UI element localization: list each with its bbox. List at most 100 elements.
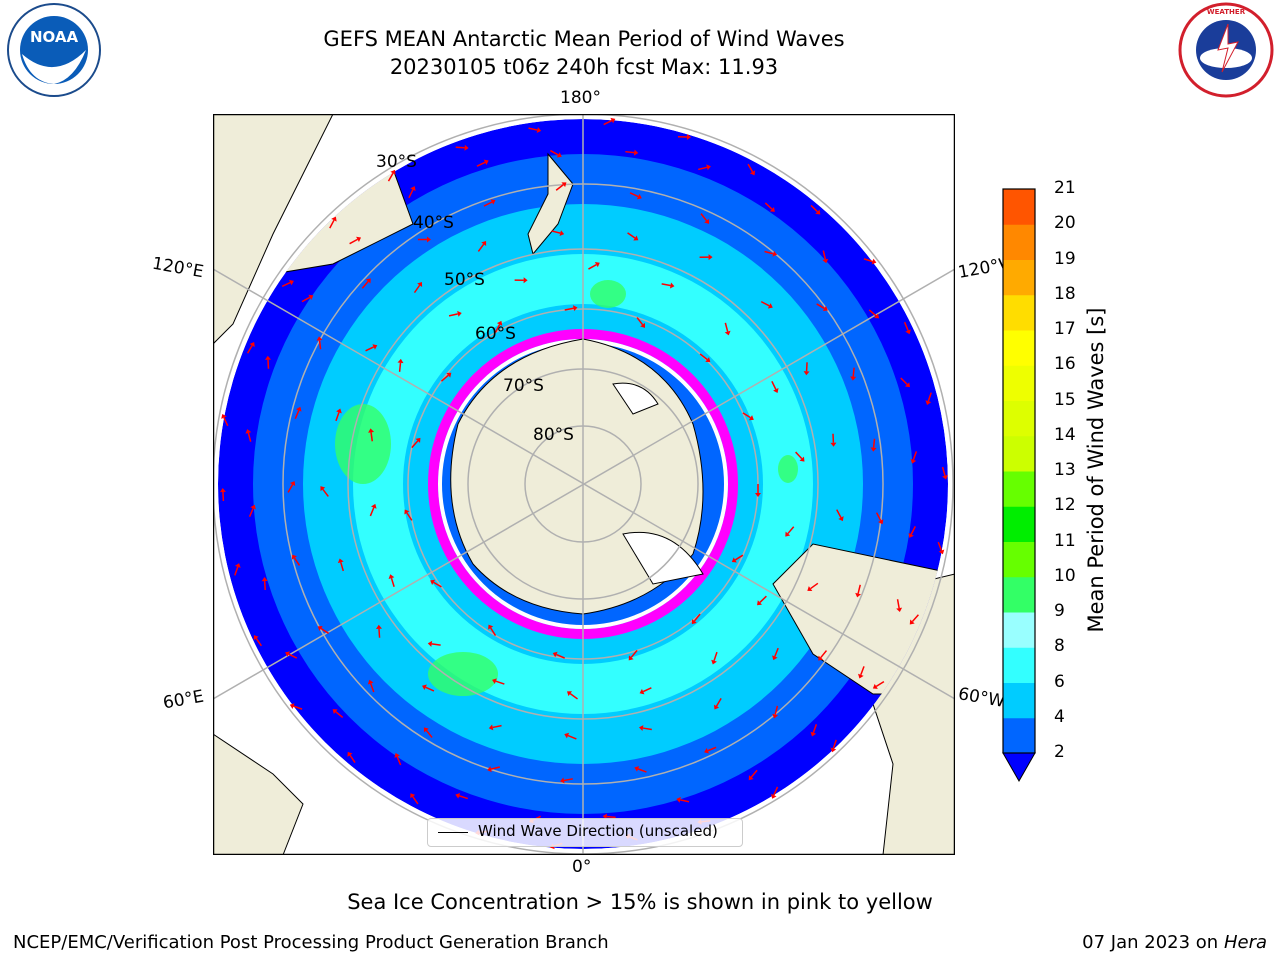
wind-wave-arrow <box>603 119 613 126</box>
lon-label-120e: 120°E <box>150 253 206 283</box>
wind-wave-arrow <box>707 746 717 752</box>
wind-wave-arrow <box>857 584 861 594</box>
wind-wave-arrowhead <box>910 458 917 464</box>
footer-date: 07 Jan 2023 on Hera <box>1082 932 1267 953</box>
wind-wave-arrow <box>569 693 578 700</box>
map-legend: Wind Wave Direction (unscaled) <box>427 818 743 847</box>
wind-wave-arrowhead <box>691 619 697 625</box>
wind-wave-arrowhead <box>285 651 291 657</box>
wind-wave-arrowhead <box>871 258 877 265</box>
wind-wave-arrowhead <box>397 358 404 364</box>
colorbar-segment <box>1003 647 1035 683</box>
wind-wave-arrow <box>764 202 773 210</box>
wind-wave-arrowhead <box>331 216 337 222</box>
wind-wave-arrowhead <box>858 673 864 679</box>
colorbar-tick-label: 9 <box>1054 601 1065 621</box>
wind-wave-arrow <box>448 313 458 317</box>
wind-wave-arrowhead <box>427 640 433 647</box>
wind-wave-arrowhead <box>320 486 326 492</box>
wind-wave-arrowhead <box>423 727 429 733</box>
colorbar-segment <box>1003 400 1035 437</box>
wind-wave-arrowhead <box>909 619 915 625</box>
wind-wave-arrow <box>812 724 818 734</box>
colorbar-segment <box>1003 435 1035 472</box>
wind-wave-arrowhead <box>336 408 342 414</box>
wind-wave-arrow <box>625 150 635 154</box>
wind-wave-arrow <box>408 189 414 199</box>
wind-wave-arrow <box>699 353 708 361</box>
wind-wave-arrowhead <box>572 305 578 312</box>
colorbar-segment <box>1003 682 1035 719</box>
polar-map <box>213 114 955 855</box>
graticule <box>213 114 955 855</box>
wind-wave-arrow <box>288 653 298 659</box>
wind-wave-arrowhead <box>559 230 565 237</box>
colorbar-segment <box>1003 365 1035 401</box>
wind-wave-arrow <box>556 653 566 659</box>
wind-wave-arrow <box>747 163 754 173</box>
wind-wave-arrowhead <box>390 169 396 175</box>
wind-wave-arrow <box>390 577 395 587</box>
wind-wave-arrow <box>661 283 671 287</box>
wind-wave-arrowhead <box>261 577 268 582</box>
wind-wave-arrow <box>816 303 825 310</box>
wind-wave-arrow <box>872 438 876 448</box>
colorbar-tick-label: 12 <box>1054 495 1076 516</box>
wind-wave-arrow <box>263 580 266 591</box>
wind-wave-arrow <box>910 526 916 535</box>
wind-wave-arrowhead <box>748 775 754 781</box>
wind-wave-arrowhead <box>771 793 777 799</box>
wind-wave-arrowhead <box>234 563 241 568</box>
wind-wave-arrow <box>715 697 722 707</box>
wind-wave-arrow <box>440 374 449 382</box>
wind-wave-arrow <box>750 769 758 778</box>
wind-wave-arrowhead <box>417 281 423 287</box>
wind-wave-arrow <box>476 161 486 167</box>
wind-wave-arrowhead <box>496 320 503 326</box>
wind-wave-arrowhead <box>250 504 256 510</box>
wind-wave-arrow <box>494 324 501 333</box>
lat-label-60s: 60°S <box>475 324 516 344</box>
wind-wave-arrow <box>868 309 877 317</box>
wind-wave-arrow <box>369 507 375 517</box>
wind-wave-arrowhead <box>245 429 252 434</box>
colorbar-segment <box>1003 259 1035 296</box>
wind-wave-arrowhead <box>822 305 828 312</box>
wind-wave-arrow <box>680 799 690 803</box>
wind-wave-arrow <box>246 345 253 354</box>
wind-wave-arrow <box>293 557 301 566</box>
wind-wave-arrowhead <box>404 509 410 515</box>
wind-wave-arrow <box>927 392 932 402</box>
wind-wave-arrow <box>490 766 500 770</box>
footer-credit: NCEP/EMC/Verification Post Processing Pr… <box>13 932 609 953</box>
wind-wave-arrowhead <box>421 684 427 691</box>
wind-wave-arrow <box>810 204 818 213</box>
wind-wave-arrow <box>412 796 419 805</box>
wind-wave-arrow <box>369 683 375 693</box>
wind-wave-arrow <box>630 649 638 658</box>
wind-wave-arrow <box>698 166 708 171</box>
wind-wave-arrow <box>912 451 918 461</box>
wind-wave-arrowhead <box>487 766 492 773</box>
wind-wave-arrow <box>495 680 505 685</box>
noaa-logo-text: NOAA <box>30 28 79 46</box>
wind-wave-arrowhead <box>415 437 421 443</box>
wind-wave-arrow <box>458 795 468 800</box>
wind-wave-arrowhead <box>669 282 675 289</box>
wind-wave-arrow <box>406 512 413 521</box>
wind-wave-arrow <box>713 651 718 661</box>
wind-wave-arrowhead <box>308 294 314 300</box>
wind-wave-arrow <box>555 184 564 191</box>
wind-wave-arrowhead <box>367 679 374 685</box>
colorbar-tick-label: 15 <box>1054 389 1076 410</box>
colorbar-tick-label: 8 <box>1054 636 1065 657</box>
colorbar-segment <box>1003 576 1035 613</box>
wind-wave-arrow <box>700 213 708 222</box>
wind-wave-arrow <box>937 541 943 551</box>
colorbar-tick-label: 2 <box>1054 742 1065 762</box>
wind-wave-arrow <box>636 317 644 326</box>
wind-wave-arrowhead <box>288 279 294 286</box>
wind-wave-arrow <box>329 219 335 229</box>
lon-label-180: 180° <box>560 88 601 108</box>
wind-wave-arrow <box>322 488 329 497</box>
